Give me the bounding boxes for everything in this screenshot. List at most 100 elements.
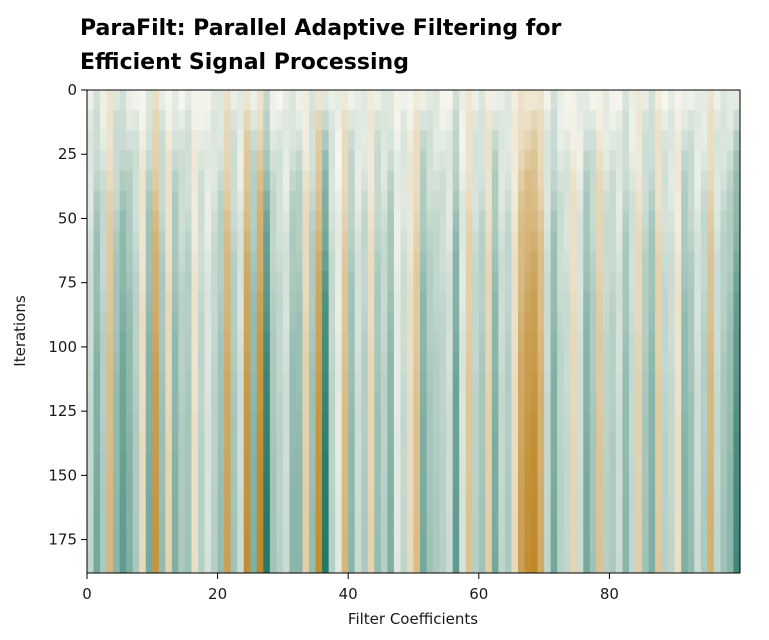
heatmap-cell <box>478 472 486 493</box>
heatmap-cell <box>615 251 623 272</box>
heatmap-cell <box>668 311 676 332</box>
heatmap-cell <box>544 311 552 332</box>
heatmap-cell <box>295 492 303 514</box>
heatmap-cell <box>726 391 734 413</box>
heatmap-cell <box>87 351 94 373</box>
heatmap-cell <box>655 432 663 453</box>
heatmap-cell <box>263 432 271 453</box>
heatmap-cell <box>367 432 375 453</box>
heatmap-cell <box>387 130 395 151</box>
heatmap-cell <box>596 90 604 111</box>
heatmap-cell <box>687 271 695 292</box>
heatmap-cell <box>563 150 571 171</box>
heatmap-cell <box>217 412 225 433</box>
heatmap-cell <box>230 351 238 373</box>
heatmap-cell <box>184 251 192 272</box>
y-tick-label: 100 <box>48 338 77 356</box>
heatmap-cell <box>537 532 545 554</box>
heatmap-cell <box>583 371 591 393</box>
heatmap-cell <box>198 230 205 252</box>
heatmap-cell <box>648 251 656 272</box>
heatmap-cell <box>544 351 552 373</box>
heatmap-cell <box>517 251 525 272</box>
heatmap-cell <box>152 432 160 453</box>
heatmap-cell <box>198 90 205 111</box>
heatmap-cell <box>589 130 597 151</box>
heatmap-cell <box>694 311 702 332</box>
heatmap-cell <box>322 391 330 413</box>
heatmap-cell <box>452 351 460 373</box>
heatmap-cell <box>171 472 179 493</box>
heatmap-cell <box>269 110 277 131</box>
heatmap-cell <box>276 271 284 292</box>
heatmap-cell <box>557 512 565 534</box>
heatmap-cell <box>570 90 578 111</box>
heatmap-cell <box>446 271 454 292</box>
heatmap-cell <box>681 512 689 534</box>
heatmap-cell <box>557 291 565 312</box>
heatmap-cell <box>400 230 408 252</box>
heatmap-cell <box>478 90 486 111</box>
heatmap-cell <box>361 311 369 332</box>
heatmap-cell <box>126 472 134 493</box>
heatmap-cell <box>609 331 617 353</box>
heatmap-cell <box>348 130 356 151</box>
heatmap-cell <box>178 391 186 413</box>
heatmap-cell <box>328 351 336 373</box>
heatmap-cell <box>485 512 493 534</box>
heatmap-cell <box>635 90 643 111</box>
heatmap-cell <box>570 371 578 393</box>
heatmap-cell <box>446 391 454 413</box>
heatmap-cell <box>289 492 297 514</box>
heatmap-cell <box>269 452 277 473</box>
heatmap-cell <box>433 291 441 312</box>
heatmap-cell <box>374 331 382 353</box>
heatmap-cell <box>661 512 669 534</box>
heatmap-cell <box>309 472 316 493</box>
heatmap-cell <box>100 291 107 312</box>
heatmap-cell <box>145 452 153 473</box>
heatmap-cell <box>700 472 708 493</box>
heatmap-cell <box>491 190 499 212</box>
heatmap-cell <box>687 291 695 312</box>
heatmap-cell <box>335 210 343 232</box>
heatmap-cell <box>87 331 94 353</box>
heatmap-cell <box>341 512 349 534</box>
heatmap-cell <box>602 492 610 514</box>
heatmap-cell <box>491 371 499 393</box>
heatmap-cell <box>263 492 271 514</box>
heatmap-cell <box>504 351 512 373</box>
heatmap-cell <box>655 391 663 413</box>
heatmap-cell <box>341 472 349 493</box>
heatmap-cell <box>289 230 297 252</box>
heatmap-cell <box>211 190 218 212</box>
heatmap-cell <box>152 472 160 493</box>
heatmap-cell <box>642 130 649 151</box>
heatmap-cell <box>282 130 290 151</box>
heatmap-cell <box>184 170 192 192</box>
heatmap-cell <box>674 371 682 393</box>
heatmap-cell <box>367 492 375 514</box>
heatmap-cell <box>570 492 578 514</box>
heatmap-cell <box>295 190 303 212</box>
heatmap-cell <box>537 552 545 574</box>
heatmap-cell <box>426 371 434 393</box>
heatmap-cell <box>315 251 323 272</box>
heatmap-cell <box>387 150 395 171</box>
heatmap-cell <box>191 230 199 252</box>
heatmap-cell <box>700 492 708 514</box>
heatmap-cell <box>165 351 173 373</box>
heatmap-cell <box>576 452 584 473</box>
heatmap-cell <box>289 110 297 131</box>
heatmap-cell <box>406 110 414 131</box>
heatmap-cell <box>570 130 578 151</box>
heatmap-cell <box>132 150 140 171</box>
heatmap-cell <box>609 351 617 373</box>
heatmap-cell <box>661 492 669 514</box>
heatmap-cell <box>433 170 441 192</box>
heatmap-cell <box>439 472 447 493</box>
heatmap-cell <box>452 130 460 151</box>
heatmap-cell <box>106 452 114 473</box>
heatmap-cell <box>589 552 597 574</box>
heatmap-cell <box>380 311 388 332</box>
